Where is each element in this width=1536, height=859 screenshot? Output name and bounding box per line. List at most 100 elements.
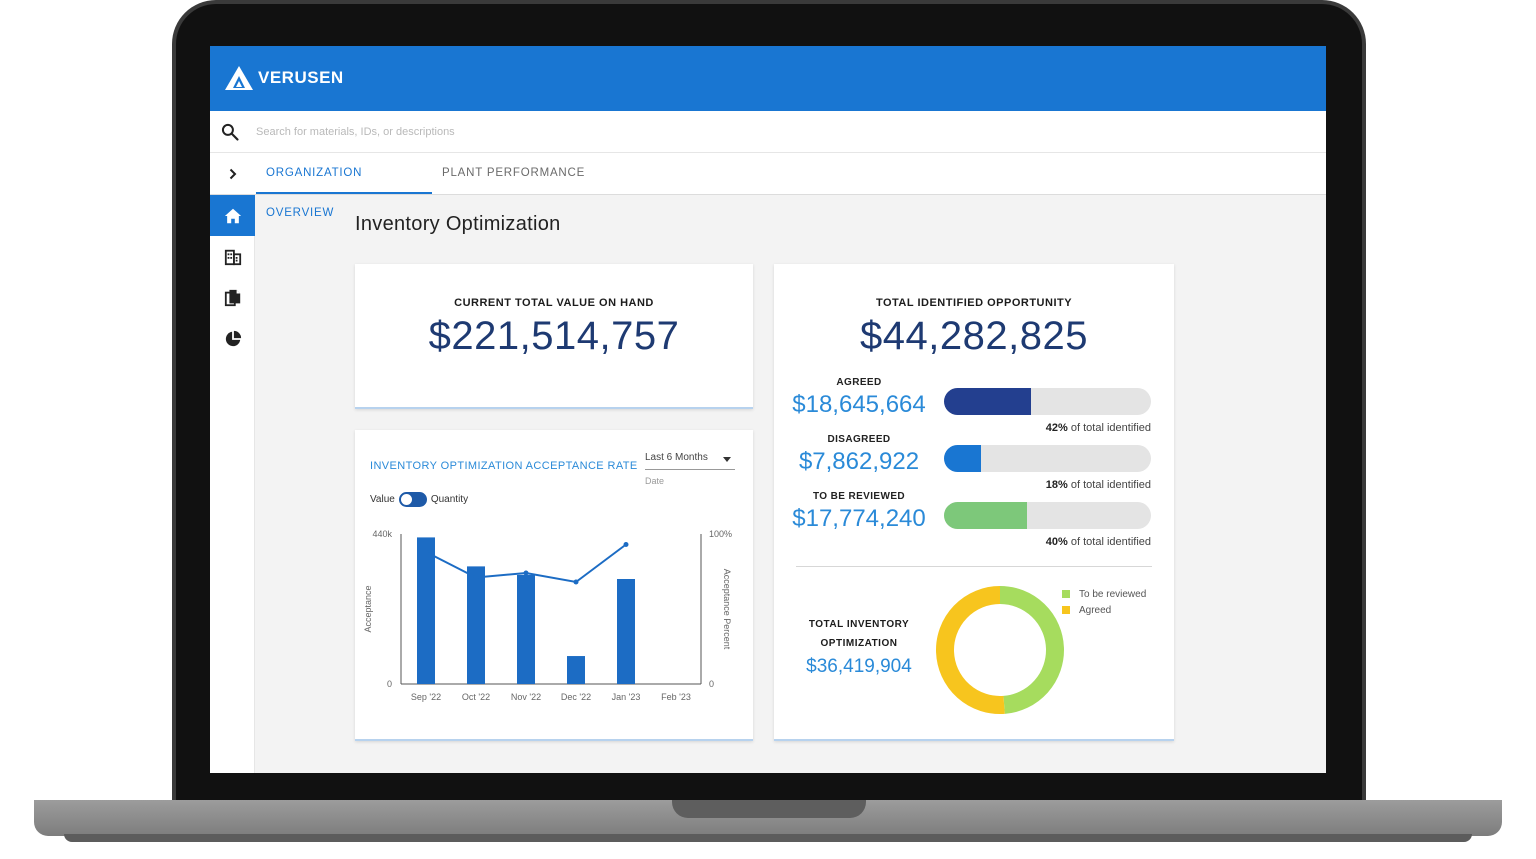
date-range-select[interactable]: Last 6 Months <box>645 450 735 470</box>
x-tick-label-3: Dec '22 <box>561 692 591 702</box>
x-tick-label-2: Nov '22 <box>511 692 541 702</box>
opportunity-amount: $44,282,825 <box>860 314 1088 358</box>
line-point-0 <box>423 549 429 555</box>
sidebar-item-home[interactable] <box>210 195 255 236</box>
disagreed-progress-bar <box>944 445 1151 472</box>
to-be-reviewed-progress-bar <box>944 502 1151 529</box>
to-be-reviewed-percent: 40% <box>1045 536 1068 548</box>
total-optimization-label-line1: TOTAL INVENTORY <box>808 619 910 630</box>
donut-slice-0 <box>999 586 1064 714</box>
value-quantity-toggle[interactable] <box>398 492 427 507</box>
card-divider <box>796 566 1152 567</box>
search-bar <box>210 111 1326 153</box>
date-range-caption: Date <box>645 476 665 486</box>
toggle-label-quantity: Quantity <box>430 494 469 505</box>
line-point-2 <box>523 570 529 576</box>
y2-axis-label: Acceptance Percent <box>722 569 732 650</box>
documents-icon <box>224 289 240 306</box>
value-quantity-toggle-row: Value Quantity <box>370 492 468 507</box>
line-point-4 <box>623 542 629 547</box>
y2-tick-label-top: 100% <box>709 529 732 539</box>
tab-organization-overview[interactable]: ORGANIZATION OVERVIEW <box>256 153 432 219</box>
agreed-value: $18,645,664 <box>792 391 926 418</box>
bar-4 <box>617 579 635 684</box>
disagreed-progress-fill <box>944 445 982 472</box>
value-on-hand-card: CURRENT TOTAL VALUE ON HAND $221,514,757 <box>355 264 753 409</box>
opportunity-label: TOTAL IDENTIFIED OPPORTUNITY <box>875 297 1073 309</box>
verusen-logo-icon <box>225 66 253 90</box>
line-point-1 <box>473 575 479 580</box>
y-tick-label-top: 440k <box>372 529 392 539</box>
opportunity-row-disagreed: DISAGREED $7,862,922 18% of total identi… <box>774 433 1174 491</box>
expand-sidebar-button[interactable] <box>210 153 255 194</box>
to-be-reviewed-percent-note: 40% of total identified <box>1046 536 1151 548</box>
top-app-bar: VERUSEN <box>210 46 1326 111</box>
x-tick-label-0: Sep '22 <box>411 692 441 702</box>
disagreed-value: $7,862,922 <box>798 448 920 475</box>
search-input[interactable] <box>256 120 956 144</box>
y2-tick-label-bottom: 0 <box>709 679 714 689</box>
tab-bar: ORGANIZATION OVERVIEW PLANT PERFORMANCE <box>210 153 1326 219</box>
value-on-hand-label: CURRENT TOTAL VALUE ON HAND <box>454 297 654 309</box>
search-icon[interactable] <box>220 122 240 142</box>
disagreed-label: DISAGREED <box>827 434 891 445</box>
donut-slice-1 <box>936 586 1005 714</box>
opportunity-row-to-be-reviewed: TO BE REVIEWED $17,774,240 40% of total … <box>774 490 1174 548</box>
legend-label-to-be-reviewed: To be reviewed <box>1079 588 1147 600</box>
app-screen: VERUSEN ORGANIZATION OVERVIEW PLANT PERF… <box>210 46 1326 773</box>
opportunity-card: TOTAL IDENTIFIED OPPORTUNITY $44,282,825… <box>774 264 1174 741</box>
to-be-reviewed-progress-fill <box>944 502 1027 529</box>
agreed-percent: 42% <box>1045 422 1068 434</box>
legend-label-agreed: Agreed <box>1079 604 1112 616</box>
acceptance-bar-line-chart: 440k 0 100% 0 Acceptance Acceptance Percent Se… <box>363 529 732 702</box>
bar-1 <box>467 566 485 684</box>
chevron-right-icon <box>229 168 236 179</box>
to-be-reviewed-value: $17,774,240 <box>792 505 926 532</box>
brand-name: VERUSEN <box>258 68 344 87</box>
building-icon <box>224 249 241 265</box>
toggle-knob <box>399 493 413 506</box>
opportunity-row-agreed: AGREED $18,645,664 42% of total identifi… <box>774 376 1174 434</box>
agreed-note-text: of total identified <box>1067 422 1151 434</box>
value-on-hand-amount: $221,514,757 <box>428 314 680 358</box>
agreed-progress-bar <box>944 388 1151 415</box>
agreed-label: AGREED <box>836 377 882 388</box>
bar-3 <box>567 656 585 684</box>
to-be-reviewed-note-text: of total identified <box>1067 536 1151 548</box>
total-optimization-label: TOTAL INVENTORY OPTIMIZATION <box>788 615 930 653</box>
legend-swatch-agreed <box>1062 606 1070 614</box>
sidebar-item-reports[interactable] <box>210 318 255 359</box>
total-optimization-label-line2: OPTIMIZATION <box>820 638 898 649</box>
disagreed-percent-note: 18% of total identified <box>1046 479 1151 491</box>
total-optimization-value: $36,419,904 <box>806 656 912 677</box>
pie-chart-icon <box>225 330 241 346</box>
chevron-down-icon <box>723 457 731 462</box>
disagreed-note-text: of total identified <box>1067 479 1151 491</box>
x-tick-label-4: Jan '23 <box>612 692 641 702</box>
bar-2 <box>517 574 535 684</box>
legend-item-to-be-reviewed: To be reviewed <box>1062 586 1146 602</box>
legend-item-agreed: Agreed <box>1062 602 1146 618</box>
legend-swatch-to-be-reviewed <box>1062 590 1070 598</box>
bar-0 <box>417 537 435 684</box>
y-axis-label: Acceptance <box>363 585 373 632</box>
x-tick-label-5: Feb '23 <box>661 692 691 702</box>
page-title: Inventory Optimization <box>355 213 561 235</box>
laptop-base-shadow <box>64 834 1472 842</box>
x-tick-label-1: Oct '22 <box>462 692 490 702</box>
acceptance-rate-card: INVENTORY OPTIMIZATION ACCEPTANCE RATE L… <box>355 430 753 741</box>
home-icon <box>224 208 241 223</box>
donut-legend: To be reviewed Agreed <box>1062 586 1146 618</box>
sidebar-nav <box>210 195 255 773</box>
optimization-donut-chart <box>936 586 1064 714</box>
acceptance-chart-title: INVENTORY OPTIMIZATION ACCEPTANCE RATE <box>370 460 638 472</box>
brand-logo[interactable]: VERUSEN <box>224 64 344 92</box>
line-point-3 <box>573 579 579 585</box>
tab-plant-performance[interactable]: PLANT PERFORMANCE <box>442 167 586 179</box>
agreed-progress-fill <box>944 388 1031 415</box>
agreed-percent-note: 42% of total identified <box>1046 422 1151 434</box>
disagreed-percent: 18% <box>1045 479 1068 491</box>
laptop-notch <box>672 800 866 818</box>
sidebar-item-documents[interactable] <box>210 277 255 318</box>
sidebar-item-plants[interactable] <box>210 236 255 277</box>
